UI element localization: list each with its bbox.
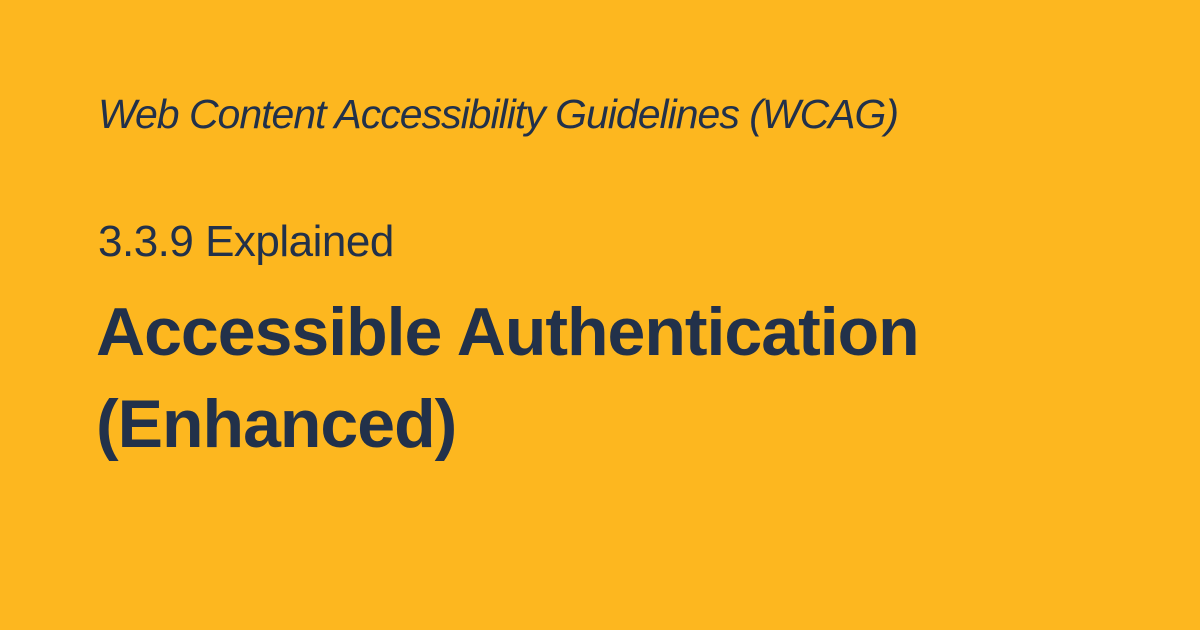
title-line-primary: Accessible Authentication — [96, 294, 920, 370]
criterion-subtitle: 3.3.9 Explained — [98, 217, 394, 266]
wcag-eyebrow-text: Web Content Accessibility Guidelines (WC… — [98, 91, 899, 137]
page-title: Accessible Authentication (Enhanced) — [96, 286, 1176, 470]
title-line-secondary: (Enhanced) — [96, 386, 457, 462]
